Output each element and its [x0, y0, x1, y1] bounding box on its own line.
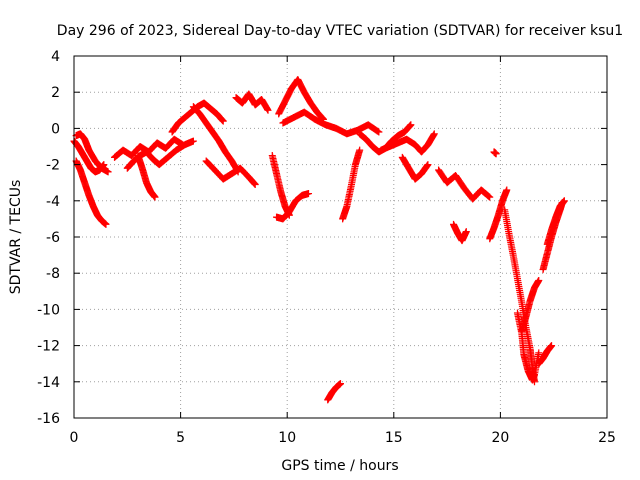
series-arc-4: [111, 135, 187, 161]
series-arc-2: [72, 157, 110, 228]
series-arc-26: [518, 276, 543, 335]
y-axis-label: SDTVAR / TECUs: [8, 180, 24, 295]
data-point: [424, 161, 432, 169]
data-point: [535, 349, 543, 357]
x-tick-label: 25: [598, 430, 616, 446]
series-arc-9: [202, 157, 259, 189]
data-point: [485, 193, 493, 201]
series-arc-16: [339, 146, 364, 223]
y-tick-label: -12: [37, 339, 60, 355]
series-arc-15: [324, 380, 344, 404]
data-point: [503, 186, 511, 194]
data-point: [492, 150, 500, 158]
x-tick-label: 0: [70, 430, 79, 446]
data-point: [356, 146, 364, 154]
data-point: [548, 342, 556, 350]
x-tick-label: 20: [491, 430, 509, 446]
series-arc-10: [232, 90, 272, 114]
y-tick-label: 0: [51, 121, 60, 137]
data-point: [219, 117, 227, 125]
series-arc-14: [279, 108, 383, 138]
data-point: [535, 276, 543, 284]
data-point: [104, 168, 112, 176]
y-tick-label: -16: [37, 411, 60, 427]
y-tick-label: 4: [51, 49, 60, 65]
y-tick-label: -2: [46, 158, 60, 174]
series-arc-19: [398, 153, 432, 183]
series-arc-23: [490, 148, 500, 158]
x-axis-ticks: 0 5 10 15 20 25: [70, 56, 616, 446]
data-point: [462, 228, 470, 236]
data-point: [430, 130, 438, 138]
data-point: [151, 193, 159, 201]
data-point: [484, 192, 492, 200]
x-tick-label: 5: [176, 430, 185, 446]
data-point: [337, 380, 344, 388]
series-arc-6: [134, 152, 159, 201]
y-tick-label: -8: [46, 266, 60, 282]
data-point: [560, 197, 568, 205]
series-arc-3: [72, 130, 112, 176]
data-point: [486, 193, 494, 201]
data-point: [102, 220, 110, 228]
data-point: [374, 127, 382, 135]
data-point: [375, 128, 383, 136]
y-tick-label: -4: [46, 194, 60, 210]
series-arc-27: [535, 342, 556, 368]
series-arc-20: [435, 166, 494, 203]
data-point: [305, 190, 313, 198]
series-arc-21: [449, 220, 470, 245]
data-point: [264, 106, 272, 114]
x-tick-label: 10: [278, 430, 296, 446]
y-tick-label: -6: [46, 230, 60, 246]
y-tick-label: 2: [51, 85, 60, 101]
series-arc-18: [377, 130, 438, 156]
data-point: [189, 137, 197, 145]
y-tick-label: -10: [37, 302, 60, 318]
series-arc-12: [273, 190, 313, 223]
series-arc-13: [275, 76, 327, 123]
y-axis-ticks: -16 -14 -12 -10 -8 -6 -4 -2 0 2 4: [37, 49, 607, 427]
series-arc-7: [168, 99, 227, 136]
chart-title: Day 296 of 2023, Sidereal Day-to-day VTE…: [57, 23, 623, 39]
series-arc-29: [543, 197, 568, 248]
x-axis-label: GPS time / hours: [281, 458, 398, 474]
x-tick-label: 15: [385, 430, 403, 446]
data-point: [407, 121, 415, 129]
data-points: [70, 76, 568, 404]
series-arc-22: [486, 186, 511, 243]
series-arc-25: [513, 309, 543, 384]
data-point: [251, 181, 259, 189]
y-tick-label: -14: [37, 375, 60, 391]
